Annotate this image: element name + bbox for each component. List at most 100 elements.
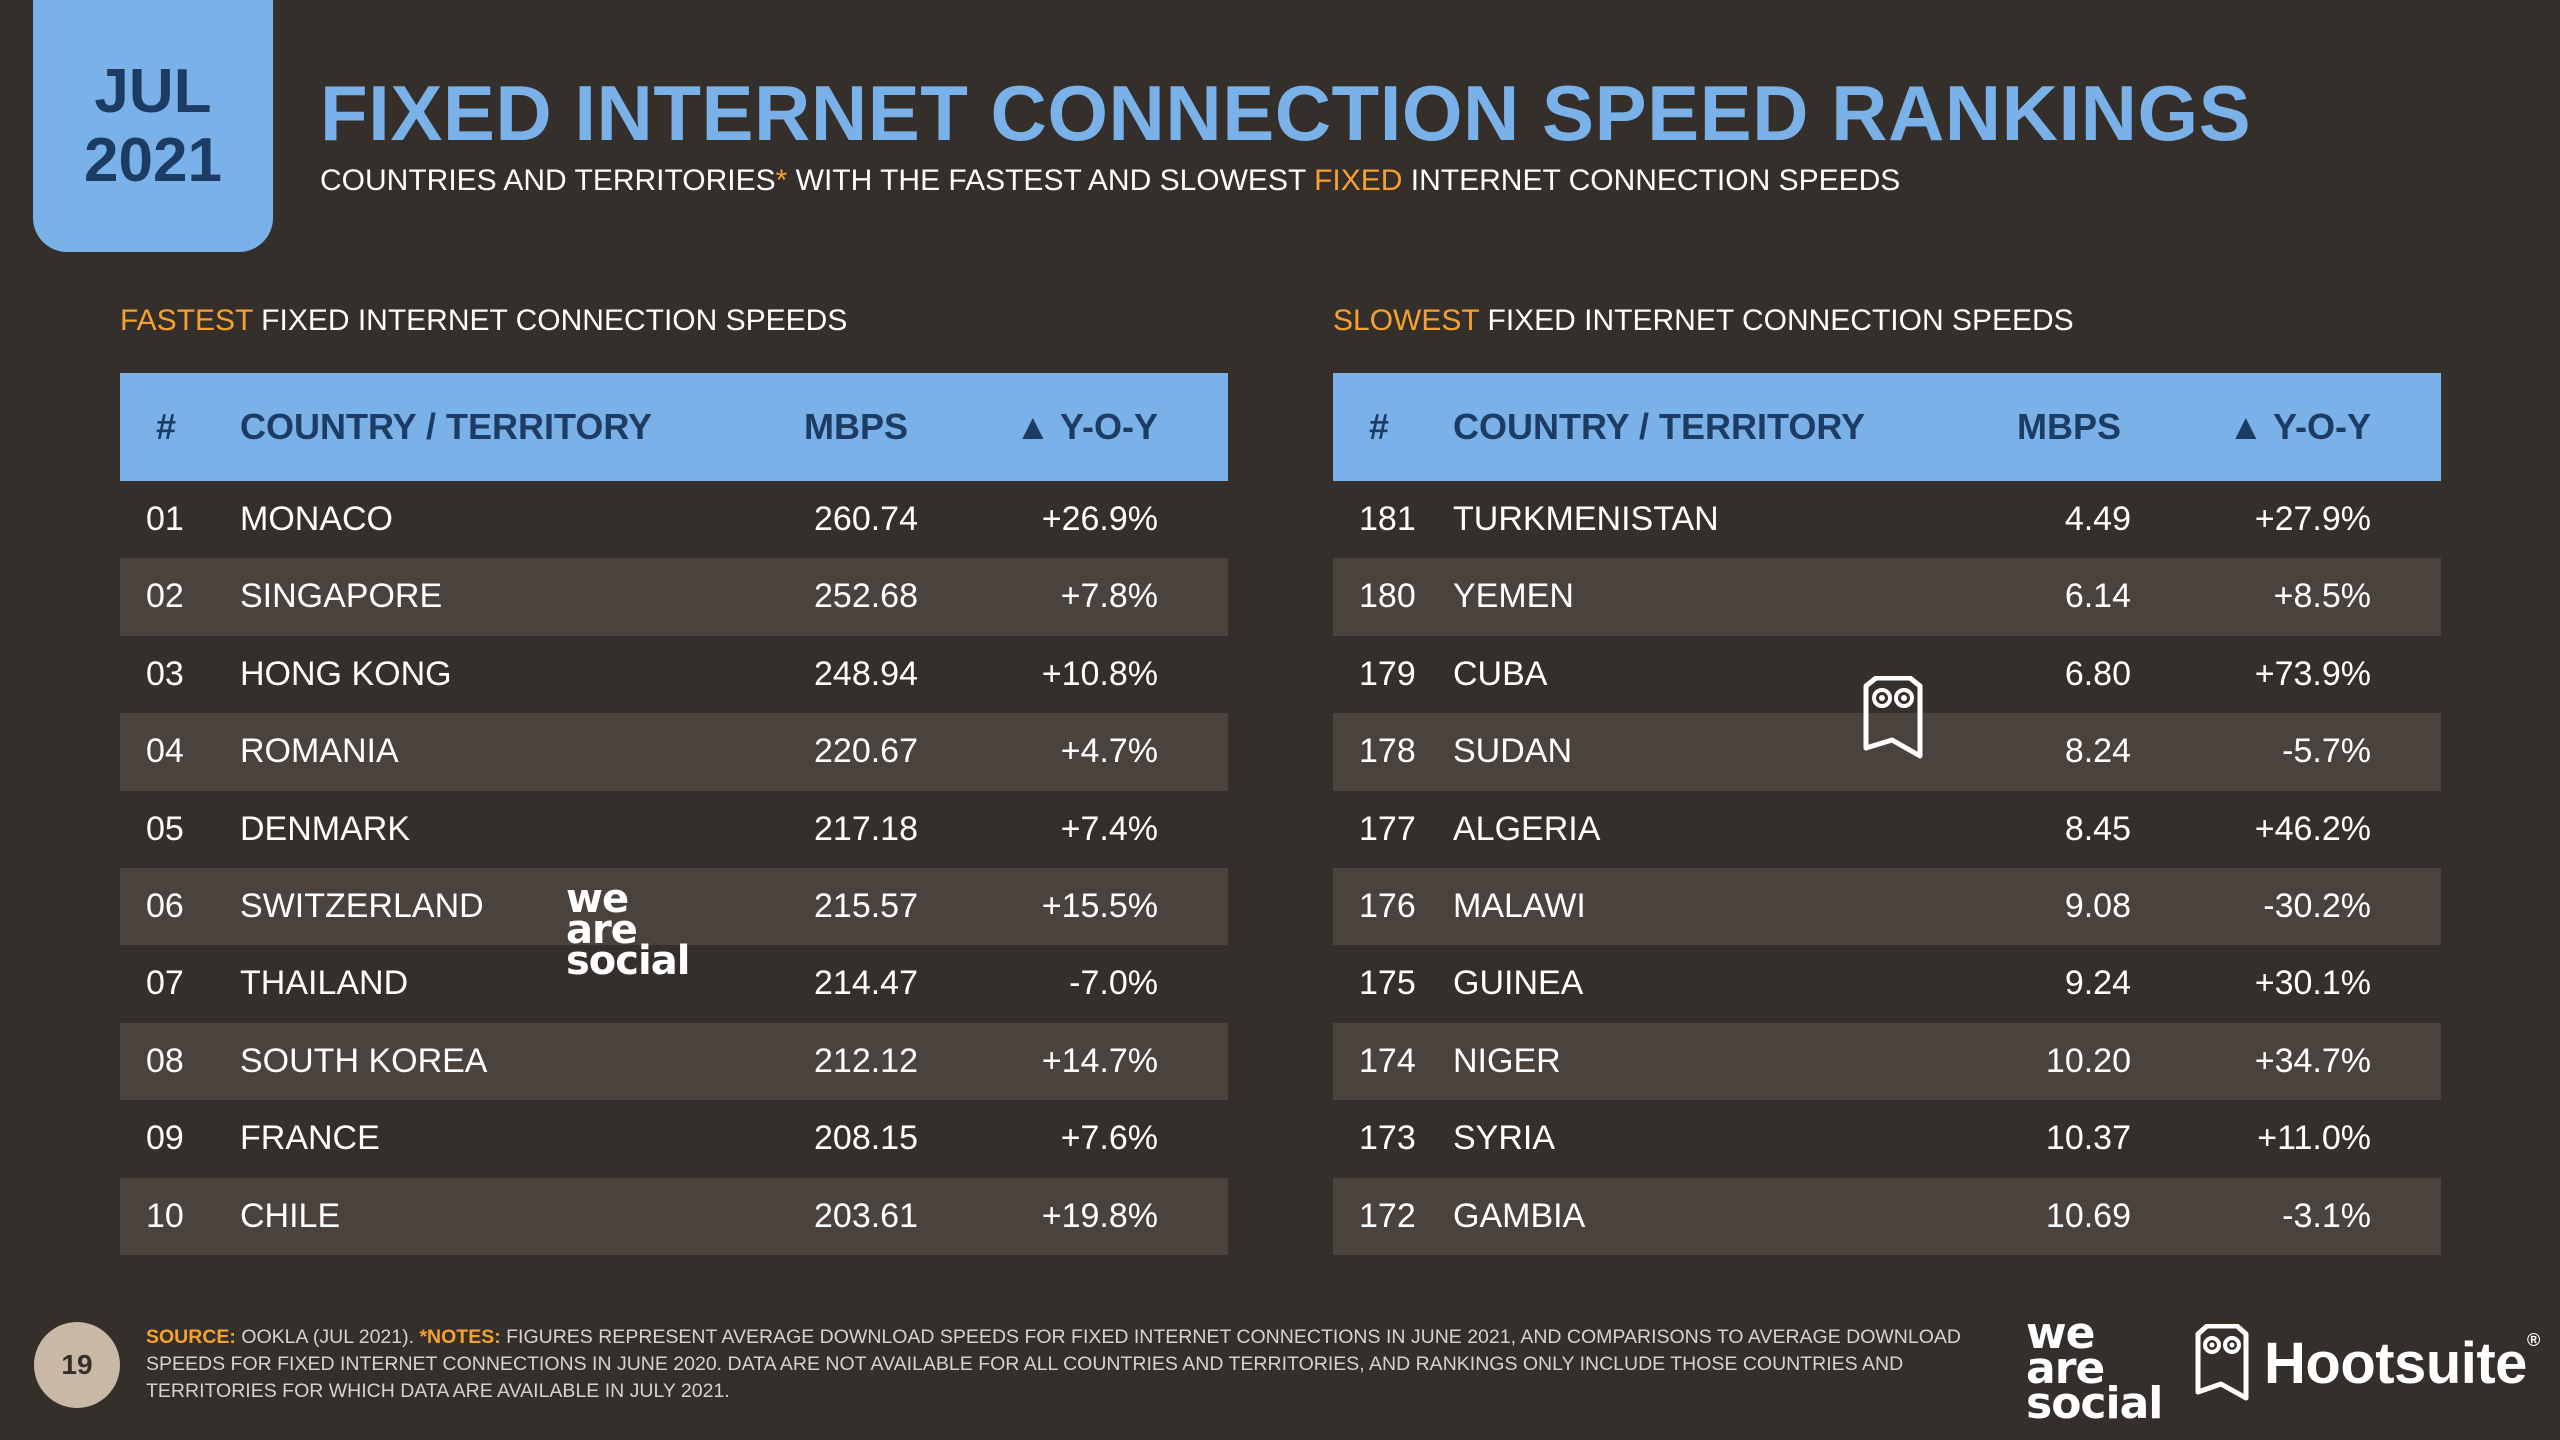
table-row: 175 GUINEA 9.24 +30.1% <box>1333 945 2441 1022</box>
header-rank: # <box>156 406 177 447</box>
rank-cell: 176 <box>1359 886 1416 925</box>
mbps-cell: 6.14 <box>2064 577 2131 616</box>
logo-we: we <box>2026 1308 2096 1359</box>
rank-cell: 07 <box>146 964 184 1003</box>
slowest-heading-highlight: SLOWEST <box>1333 304 1480 337</box>
country-cell: HONG KONG <box>240 654 452 693</box>
country-cell: SOUTH KOREA <box>240 1041 488 1080</box>
page-title: FIXED INTERNET CONNECTION SPEED RANKINGS <box>320 69 2252 157</box>
subtitle-part2: WITH THE FASTEST AND SLOWEST <box>787 164 1315 197</box>
notes-label: *NOTES: <box>419 1326 501 1348</box>
mbps-cell: 9.08 <box>2064 886 2131 925</box>
yoy-cell: -30.2% <box>2263 886 2371 925</box>
rank-cell: 04 <box>146 732 184 771</box>
we-are-social-logo: we are social <box>2026 1308 2163 1426</box>
table-row: 04 ROMANIA 220.67 +4.7% <box>120 713 1228 791</box>
logo-are: are <box>2026 1343 2105 1395</box>
mbps-cell: 214.47 <box>814 964 918 1003</box>
we-are-social-watermark: we are social <box>566 876 690 985</box>
table-row: 02 SINGAPORE 252.68 +7.8% <box>120 558 1228 636</box>
fastest-heading-rest: FIXED INTERNET CONNECTION SPEEDS <box>252 304 848 337</box>
mbps-cell: 215.57 <box>814 886 918 925</box>
fastest-table-header: # COUNTRY / TERRITORY MBPS ▲ Y-O-Y <box>120 373 1228 481</box>
page-subtitle: COUNTRIES AND TERRITORIES* WITH THE FAST… <box>320 164 1900 198</box>
mbps-cell: 8.45 <box>2064 809 2131 848</box>
country-cell: SYRIA <box>1453 1119 1556 1158</box>
table-row: 173 SYRIA 10.37 +11.0% <box>1333 1100 2441 1177</box>
rank-cell: 180 <box>1359 577 1416 616</box>
country-cell: SINGAPORE <box>240 577 443 616</box>
yoy-cell: +46.2% <box>2254 809 2371 848</box>
notes-text: FIGURES REPRESENT AVERAGE DOWNLOAD SPEED… <box>146 1326 1961 1402</box>
table-row: 178 SUDAN 8.24 -5.7% <box>1333 713 2441 791</box>
slowest-table: # COUNTRY / TERRITORY MBPS ▲ Y-O-Y 181 TU… <box>1333 373 2441 1255</box>
owl-icon <box>1863 676 1923 759</box>
header-country: COUNTRY / TERRITORY <box>240 406 653 447</box>
hootsuite-name: Hootsuite <box>2264 1330 2527 1396</box>
rank-cell: 05 <box>146 809 184 848</box>
country-cell: GUINEA <box>1453 964 1584 1003</box>
yoy-cell: +73.9% <box>2254 654 2371 693</box>
footnote: SOURCE: OOKLA (JUL 2021). *NOTES: FIGURE… <box>146 1324 1986 1405</box>
yoy-cell: +11.0% <box>2257 1119 2371 1158</box>
rank-cell: 01 <box>146 500 184 538</box>
yoy-cell: +19.8% <box>1041 1196 1158 1235</box>
country-cell: CHILE <box>240 1196 341 1235</box>
badge-year: 2021 <box>84 126 222 195</box>
rank-cell: 172 <box>1359 1196 1416 1235</box>
mbps-cell: 212.12 <box>814 1041 918 1080</box>
yoy-cell: +26.9% <box>1041 500 1158 538</box>
mbps-cell: 9.24 <box>2064 964 2131 1003</box>
slowest-heading-rest: FIXED INTERNET CONNECTION SPEEDS <box>1479 304 2074 337</box>
country-cell: TURKMENISTAN <box>1453 500 1719 538</box>
yoy-cell: +14.7% <box>1041 1041 1158 1080</box>
mbps-cell: 252.68 <box>814 577 918 616</box>
table-row: 10 CHILE 203.61 +19.8% <box>120 1177 1228 1255</box>
table-row: 08 SOUTH KOREA 212.12 +14.7% <box>120 1022 1228 1101</box>
country-cell: GAMBIA <box>1453 1196 1586 1235</box>
table-row: 05 DENMARK 217.18 +7.4% <box>120 791 1228 868</box>
mbps-cell: 8.24 <box>2064 732 2131 771</box>
yoy-cell: +10.8% <box>1041 654 1158 693</box>
header-mbps: MBPS <box>2016 406 2121 447</box>
hootsuite-logo: Hootsuite® <box>2194 1318 2540 1408</box>
rank-cell: 02 <box>146 577 184 616</box>
rank-cell: 174 <box>1359 1041 1416 1080</box>
slowest-rows: 181 TURKMENISTAN 4.49 +27.9% 180 YEMEN 6.14 +8.… <box>1333 481 2441 1255</box>
page-number: 19 <box>34 1322 120 1408</box>
rank-cell: 175 <box>1359 964 1416 1003</box>
country-cell: ALGERIA <box>1453 809 1601 848</box>
mbps-cell: 10.20 <box>2045 1041 2131 1080</box>
subtitle-asterisk: * <box>775 164 788 197</box>
country-cell: FRANCE <box>240 1119 380 1158</box>
yoy-cell: +15.5% <box>1041 886 1158 925</box>
yoy-cell: +7.4% <box>1060 809 1158 848</box>
table-row: 172 GAMBIA 10.69 -3.1% <box>1333 1177 2441 1255</box>
table-row: 09 FRANCE 208.15 +7.6% <box>120 1100 1228 1177</box>
mbps-cell: 4.49 <box>2064 500 2131 538</box>
table-row: 03 HONG KONG 248.94 +10.8% <box>120 636 1228 713</box>
slowest-table-header: # COUNTRY / TERRITORY MBPS ▲ Y-O-Y <box>1333 373 2441 481</box>
watermark-we: we <box>566 876 629 922</box>
mbps-cell: 10.69 <box>2045 1196 2131 1235</box>
country-cell: CUBA <box>1453 654 1548 693</box>
rank-cell: 09 <box>146 1119 184 1158</box>
country-cell: SWITZERLAND <box>240 886 484 925</box>
rank-cell: 06 <box>146 886 184 925</box>
country-cell: THAILAND <box>240 964 409 1003</box>
table-row: 179 CUBA 6.80 +73.9% <box>1333 636 2441 713</box>
yoy-cell: -5.7% <box>2282 732 2371 771</box>
fastest-heading-highlight: FASTEST <box>120 304 253 337</box>
mbps-cell: 220.67 <box>814 732 918 771</box>
rank-cell: 177 <box>1359 809 1416 848</box>
watermark-social: social <box>566 938 690 985</box>
country-cell: ROMANIA <box>240 732 399 771</box>
yoy-cell: -3.1% <box>2282 1196 2371 1235</box>
rank-cell: 181 <box>1359 500 1416 538</box>
rank-cell: 173 <box>1359 1119 1416 1158</box>
subtitle-part1: COUNTRIES AND TERRITORIES <box>320 164 776 197</box>
country-cell: MONACO <box>240 500 393 538</box>
source-text: OOKLA (JUL 2021). <box>235 1326 420 1348</box>
mbps-cell: 10.37 <box>2045 1119 2131 1158</box>
rank-cell: 179 <box>1359 654 1416 693</box>
